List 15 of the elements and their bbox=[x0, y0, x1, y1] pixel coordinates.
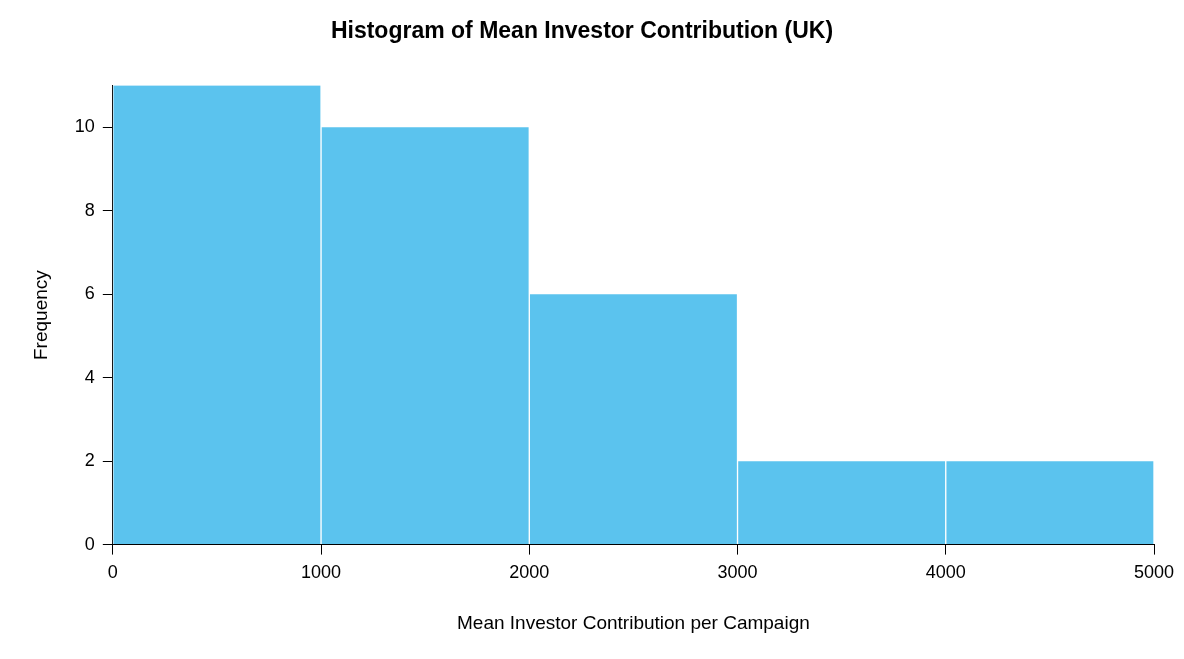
chart-title: Histogram of Mean Investor Contribution (UK) bbox=[330, 17, 834, 44]
x-tick-label: 3000 bbox=[717, 562, 758, 583]
y-tick-label: 10 bbox=[74, 116, 95, 137]
y-tick-label: 4 bbox=[84, 366, 95, 387]
y-tick-label: 6 bbox=[84, 283, 95, 304]
x-tick-label: 0 bbox=[107, 562, 118, 583]
x-tick-label: 4000 bbox=[925, 562, 966, 583]
y-tick-label: 2 bbox=[84, 450, 95, 471]
y-tick-label: 0 bbox=[84, 533, 95, 554]
y-tick-label: 8 bbox=[84, 199, 95, 220]
x-tick-label: 2000 bbox=[509, 562, 550, 583]
x-tick-label: 1000 bbox=[301, 562, 342, 583]
x-tick-label: 5000 bbox=[1133, 562, 1175, 583]
y-axis-title: Frequency bbox=[29, 269, 51, 360]
x-axis-title: Mean Investor Contribution per Campaign bbox=[457, 611, 810, 633]
